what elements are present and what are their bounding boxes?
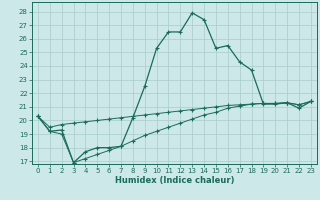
X-axis label: Humidex (Indice chaleur): Humidex (Indice chaleur) <box>115 176 234 185</box>
